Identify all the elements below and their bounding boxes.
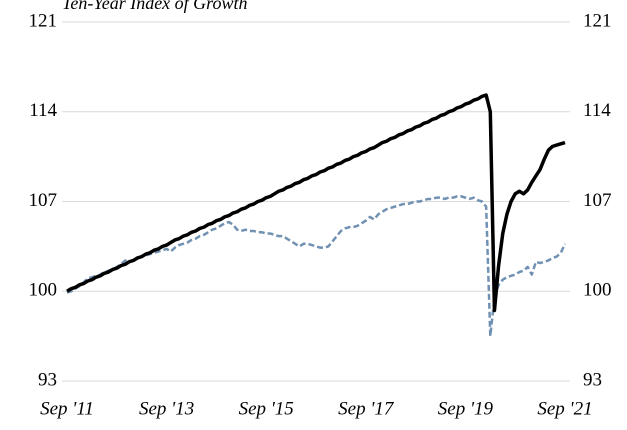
x-tick-label: Sep '11 xyxy=(40,398,94,419)
x-tick-label: Sep '17 xyxy=(338,398,395,419)
series-line xyxy=(66,93,566,313)
series-line xyxy=(66,195,567,338)
x-tick-label: Sep '13 xyxy=(139,398,194,419)
y2-tick-label: 114 xyxy=(583,100,611,121)
y2-tick-label: 121 xyxy=(583,10,612,31)
y-tick-label: 121 xyxy=(29,10,58,31)
y2-tick-label: 107 xyxy=(583,190,612,211)
x-tick-label: Sep '19 xyxy=(438,398,494,419)
y2-tick-label: 100 xyxy=(583,280,612,301)
y2-tick-label: 93 xyxy=(583,369,602,390)
y-tick-label: 114 xyxy=(29,100,57,121)
chart-title: Ten-Year Index of Growth xyxy=(62,0,248,13)
x-tick-label: Sep '21 xyxy=(537,398,592,419)
x-tick-label: Sep '15 xyxy=(239,398,294,419)
y-tick-label: 100 xyxy=(29,280,58,301)
y-tick-label: 107 xyxy=(29,190,58,211)
y-tick-label: 93 xyxy=(38,369,57,390)
